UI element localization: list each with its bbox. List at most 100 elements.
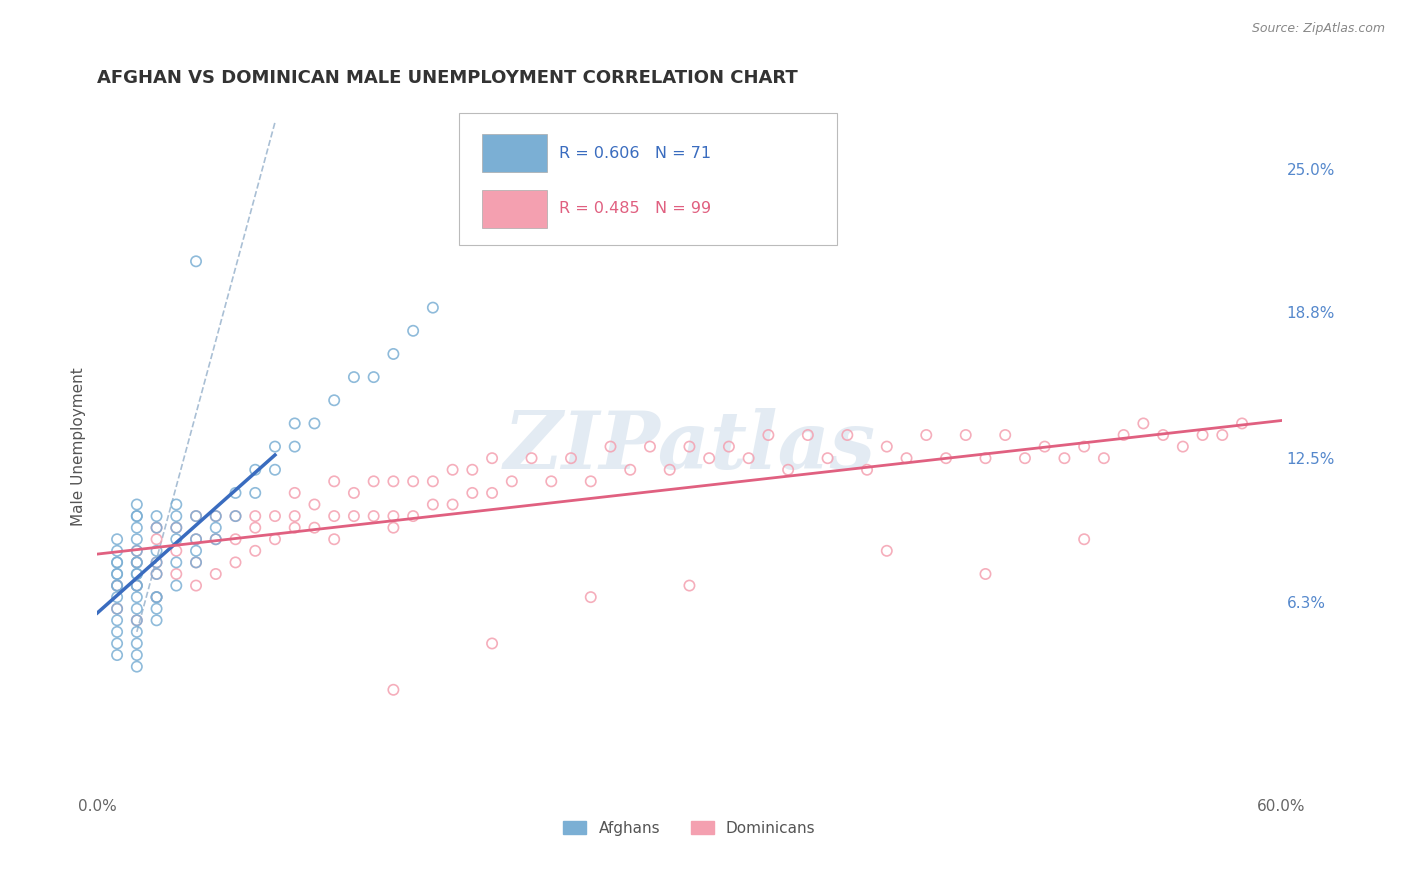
Point <box>125 555 148 569</box>
Point <box>284 509 307 524</box>
Point <box>422 301 444 315</box>
Point <box>323 509 346 524</box>
Point <box>105 590 128 604</box>
Point <box>125 555 148 569</box>
Point <box>817 451 839 466</box>
Point <box>363 509 385 524</box>
Point <box>165 578 187 592</box>
Point <box>461 463 484 477</box>
Point <box>165 544 187 558</box>
Point <box>638 440 661 454</box>
Point <box>382 521 405 535</box>
Point <box>125 521 148 535</box>
Point <box>184 578 207 592</box>
Text: R = 0.606   N = 71: R = 0.606 N = 71 <box>560 146 711 161</box>
Point <box>284 521 307 535</box>
Point <box>125 566 148 581</box>
Point <box>1014 451 1036 466</box>
Point <box>165 521 187 535</box>
Point <box>145 555 167 569</box>
Point <box>184 555 207 569</box>
Point <box>402 475 425 489</box>
Point <box>105 578 128 592</box>
Point <box>441 463 464 477</box>
Point <box>184 533 207 547</box>
Point <box>105 601 128 615</box>
Point <box>1132 417 1154 431</box>
Point <box>540 475 562 489</box>
Point <box>125 613 148 627</box>
Point <box>422 475 444 489</box>
Point <box>165 498 187 512</box>
Point <box>105 555 128 569</box>
Text: AFGHAN VS DOMINICAN MALE UNEMPLOYMENT CORRELATION CHART: AFGHAN VS DOMINICAN MALE UNEMPLOYMENT CO… <box>97 69 799 87</box>
Point <box>758 428 780 442</box>
Point <box>245 544 267 558</box>
Point <box>876 544 898 558</box>
Point <box>304 498 326 512</box>
Legend: Afghans, Dominicans: Afghans, Dominicans <box>557 814 821 842</box>
Y-axis label: Male Unemployment: Male Unemployment <box>72 368 86 526</box>
Text: Source: ZipAtlas.com: Source: ZipAtlas.com <box>1251 22 1385 36</box>
Point <box>994 428 1017 442</box>
Bar <box>482 134 547 172</box>
Point <box>184 533 207 547</box>
Point <box>856 463 879 477</box>
Point <box>125 533 148 547</box>
Point <box>204 533 226 547</box>
Point <box>125 659 148 673</box>
Point <box>382 509 405 524</box>
Point <box>343 486 366 500</box>
Point <box>1191 428 1213 442</box>
Point <box>105 544 128 558</box>
Point <box>837 428 859 442</box>
Point <box>165 521 187 535</box>
Point <box>184 509 207 524</box>
Point <box>323 533 346 547</box>
Point <box>579 590 602 604</box>
Point <box>245 463 267 477</box>
Point <box>184 254 207 268</box>
Point <box>560 451 582 466</box>
Point <box>125 555 148 569</box>
Point <box>105 533 128 547</box>
Point <box>264 509 287 524</box>
Point <box>105 601 128 615</box>
Point <box>145 566 167 581</box>
Point <box>125 613 148 627</box>
Point <box>304 417 326 431</box>
Point <box>204 566 226 581</box>
FancyBboxPatch shape <box>458 113 838 245</box>
Point <box>184 555 207 569</box>
Point <box>264 440 287 454</box>
Point <box>145 521 167 535</box>
Point <box>224 555 246 569</box>
Point <box>323 393 346 408</box>
Point <box>619 463 641 477</box>
Point <box>481 486 503 500</box>
Point <box>284 486 307 500</box>
Point <box>224 533 246 547</box>
Point <box>145 613 167 627</box>
Point <box>264 533 287 547</box>
Point <box>422 498 444 512</box>
Point <box>1073 440 1095 454</box>
Point <box>145 590 167 604</box>
Point <box>441 498 464 512</box>
Point <box>224 509 246 524</box>
Point <box>382 475 405 489</box>
Point <box>876 440 898 454</box>
Point <box>105 613 128 627</box>
Point <box>599 440 621 454</box>
Point <box>1211 428 1233 442</box>
Point <box>125 590 148 604</box>
Point <box>245 509 267 524</box>
Point <box>105 578 128 592</box>
Point <box>165 533 187 547</box>
Point <box>245 486 267 500</box>
Point <box>501 475 523 489</box>
Point <box>896 451 918 466</box>
Point <box>165 555 187 569</box>
Point <box>1073 533 1095 547</box>
Point <box>264 463 287 477</box>
